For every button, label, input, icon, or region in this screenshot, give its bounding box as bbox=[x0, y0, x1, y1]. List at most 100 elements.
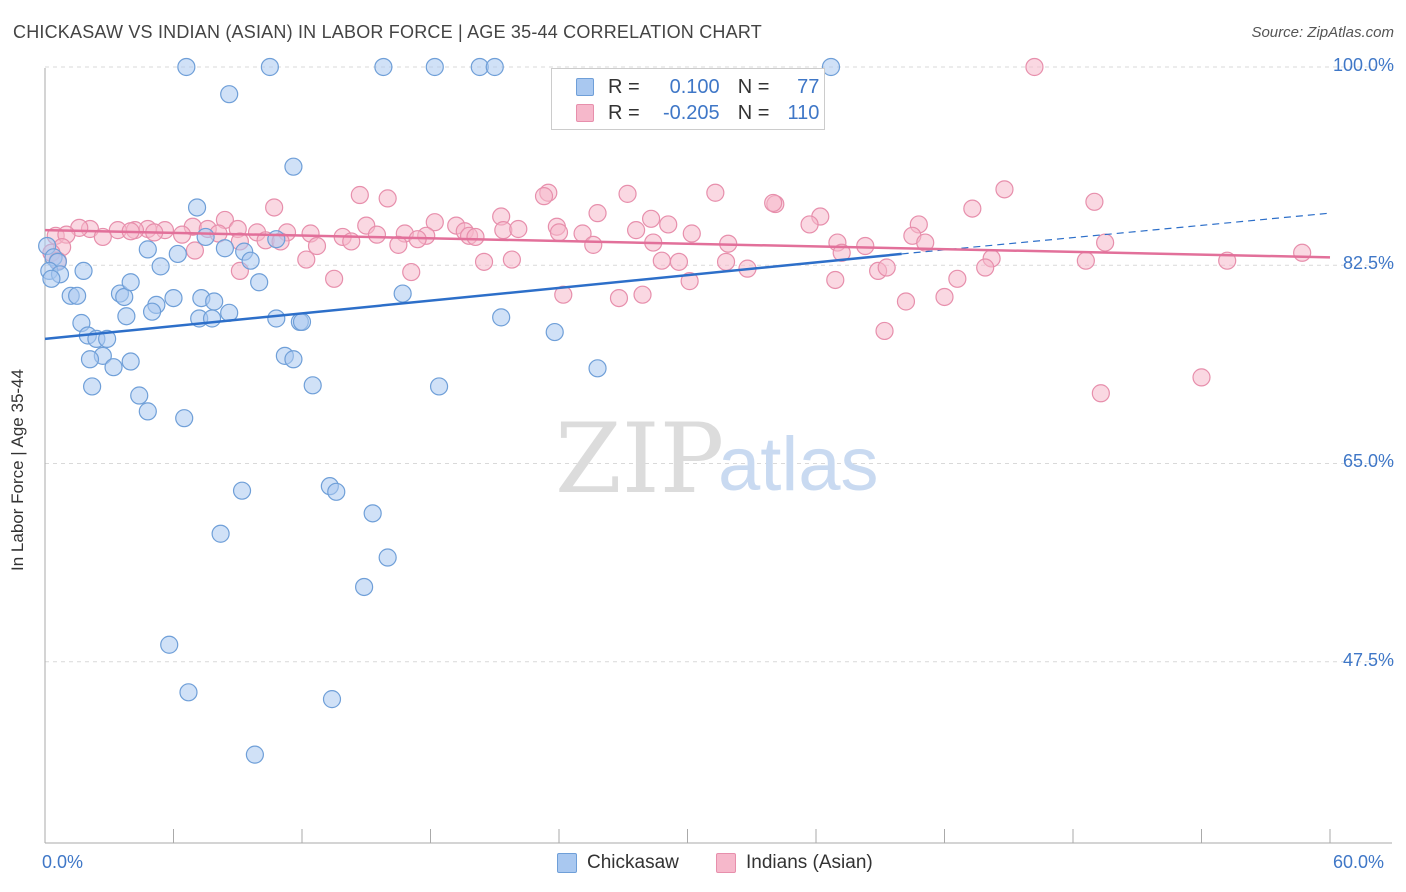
point-chickasaw bbox=[168, 244, 187, 264]
point-chickasaw bbox=[130, 386, 149, 405]
point-indians-asian bbox=[378, 189, 397, 208]
legend-r-value: 0.100 bbox=[669, 75, 720, 98]
point-chickasaw bbox=[284, 157, 303, 176]
legend-label-chickasaw: Chickasaw bbox=[587, 852, 679, 873]
point-indians-asian bbox=[948, 269, 967, 288]
point-indians-asian bbox=[875, 321, 894, 341]
point-indians-asian bbox=[350, 185, 369, 205]
legend-item-indians: Indians (Asian) bbox=[716, 852, 873, 874]
legend-row-chickasaw: R = 0.100 N = 77 bbox=[576, 75, 819, 99]
chart-title: CHICKASAW VS INDIAN (ASIAN) IN LABOR FOR… bbox=[13, 22, 762, 42]
legend-n-label: N = bbox=[737, 75, 770, 98]
point-chickasaw bbox=[202, 309, 222, 328]
point-chickasaw bbox=[175, 409, 194, 428]
axes bbox=[44, 68, 1392, 844]
point-indians-asian bbox=[509, 219, 528, 239]
point-indians-asian bbox=[659, 215, 678, 234]
point-indians-asian bbox=[1025, 57, 1044, 77]
point-indians-asian bbox=[626, 221, 646, 240]
trend-line-indians-asian bbox=[44, 228, 1331, 259]
trend-line-chickasaw bbox=[44, 252, 902, 341]
point-indians-asian bbox=[549, 223, 569, 242]
point-indians-asian bbox=[995, 180, 1014, 199]
pink-swatch-icon bbox=[576, 104, 594, 122]
point-chickasaw bbox=[374, 57, 393, 77]
point-chickasaw bbox=[138, 240, 157, 259]
point-chickasaw bbox=[267, 309, 286, 328]
point-indians-asian bbox=[935, 287, 954, 307]
point-chickasaw bbox=[74, 261, 93, 281]
point-indians-asian bbox=[297, 250, 316, 269]
point-indians-asian bbox=[1096, 233, 1115, 252]
point-chickasaw bbox=[211, 524, 230, 543]
legend-label-indians: Indians (Asian) bbox=[746, 852, 873, 873]
grid-lines bbox=[45, 66, 1392, 663]
point-chickasaw bbox=[151, 257, 170, 276]
point-indians-asian bbox=[764, 193, 783, 213]
point-chickasaw bbox=[378, 548, 397, 567]
point-indians-asian bbox=[402, 262, 421, 282]
point-chickasaw bbox=[121, 352, 140, 371]
point-indians-asian bbox=[502, 250, 521, 269]
point-indians-asian bbox=[877, 258, 896, 277]
point-chickasaw bbox=[821, 57, 841, 77]
point-indians-asian bbox=[1192, 368, 1211, 387]
trend-lines bbox=[44, 212, 1331, 341]
series-chickasaw bbox=[38, 57, 841, 764]
watermark-zip: ZIP bbox=[555, 403, 724, 515]
point-indians-asian bbox=[307, 236, 327, 256]
point-indians-asian bbox=[916, 233, 935, 252]
point-indians-asian bbox=[185, 241, 205, 260]
point-indians-asian bbox=[633, 285, 652, 304]
point-indians-asian bbox=[832, 243, 851, 262]
point-chickasaw bbox=[245, 745, 264, 764]
point-indians-asian bbox=[554, 285, 573, 304]
point-chickasaw bbox=[121, 273, 140, 292]
point-chickasaw bbox=[322, 690, 342, 709]
legend-n-value: 77 bbox=[797, 75, 820, 98]
point-chickasaw bbox=[393, 284, 412, 303]
point-indians-asian bbox=[652, 251, 671, 270]
point-chickasaw bbox=[425, 57, 444, 77]
point-chickasaw bbox=[205, 292, 224, 311]
point-indians-asian bbox=[1085, 192, 1104, 211]
point-chickasaw bbox=[138, 402, 157, 421]
x-tick-max: 60.0% bbox=[1333, 852, 1385, 872]
point-chickasaw bbox=[160, 635, 179, 654]
legend-r-value: -0.205 bbox=[662, 101, 720, 124]
point-chickasaw bbox=[267, 230, 286, 249]
point-chickasaw bbox=[164, 288, 183, 308]
point-indians-asian bbox=[466, 227, 485, 247]
point-indians-asian bbox=[706, 183, 725, 202]
trend-line-chickasaw-extension bbox=[901, 212, 1331, 255]
point-indians-asian bbox=[680, 272, 699, 291]
watermark: ZIP atlas bbox=[555, 403, 879, 515]
blue-swatch-icon bbox=[557, 853, 577, 873]
y-tick-label: 100.0% bbox=[1332, 54, 1394, 75]
x-tick-min: 0.0% bbox=[42, 852, 84, 872]
point-indians-asian bbox=[682, 224, 701, 243]
legend-item-chickasaw: Chickasaw bbox=[557, 852, 679, 874]
point-chickasaw bbox=[83, 377, 102, 396]
point-indians-asian bbox=[669, 252, 689, 271]
point-indians-asian bbox=[172, 225, 192, 244]
point-chickasaw bbox=[68, 286, 87, 305]
point-chickasaw bbox=[292, 312, 312, 331]
point-indians-asian bbox=[800, 215, 819, 234]
correlation-legend: R = 0.100 N = 77 R = -0.205 N = 110 bbox=[551, 68, 825, 130]
point-indians-asian bbox=[976, 258, 995, 277]
point-chickasaw bbox=[42, 269, 61, 288]
point-chickasaw bbox=[260, 57, 279, 77]
point-chickasaw bbox=[284, 350, 303, 369]
point-indians-asian bbox=[588, 204, 607, 223]
y-tick-label: 82.5% bbox=[1342, 253, 1394, 274]
point-indians-asian bbox=[494, 221, 513, 240]
point-indians-asian bbox=[325, 269, 344, 288]
point-chickasaw bbox=[80, 350, 100, 369]
point-chickasaw bbox=[545, 322, 564, 342]
y-tick-label: 47.5% bbox=[1342, 649, 1394, 670]
point-indians-asian bbox=[609, 288, 629, 308]
point-indians-asian bbox=[963, 199, 982, 218]
point-chickasaw bbox=[485, 57, 504, 77]
